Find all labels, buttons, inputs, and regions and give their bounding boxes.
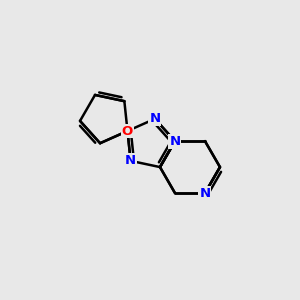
Text: N: N (169, 135, 181, 148)
Text: N: N (149, 112, 161, 125)
Text: O: O (122, 124, 133, 137)
Text: N: N (125, 154, 136, 167)
Text: N: N (200, 187, 211, 200)
